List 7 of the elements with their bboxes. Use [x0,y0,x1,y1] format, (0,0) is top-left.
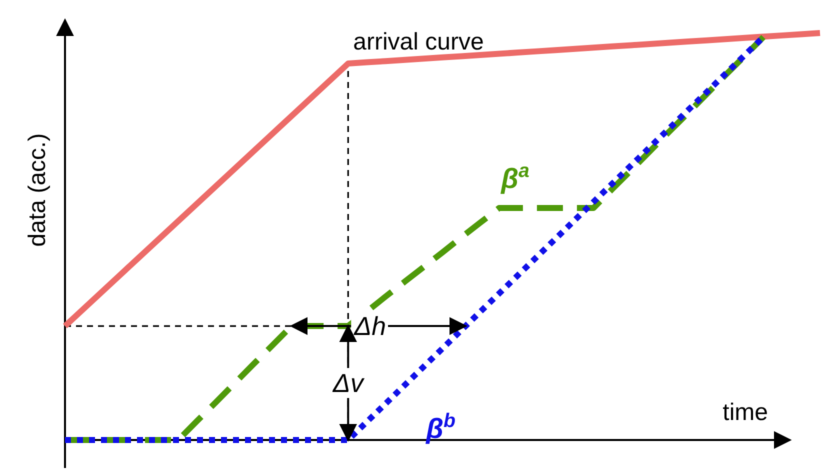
y-axis-title: data (acc.) [24,133,51,247]
series-label: arrival curve [353,28,484,56]
x-axis-title: time [722,399,768,426]
series-label: β$^{a}$ [500,160,530,194]
annotation: Δh [353,311,386,342]
annotation: Δv [332,368,366,398]
series-label: β$^{b}$ [425,410,456,444]
